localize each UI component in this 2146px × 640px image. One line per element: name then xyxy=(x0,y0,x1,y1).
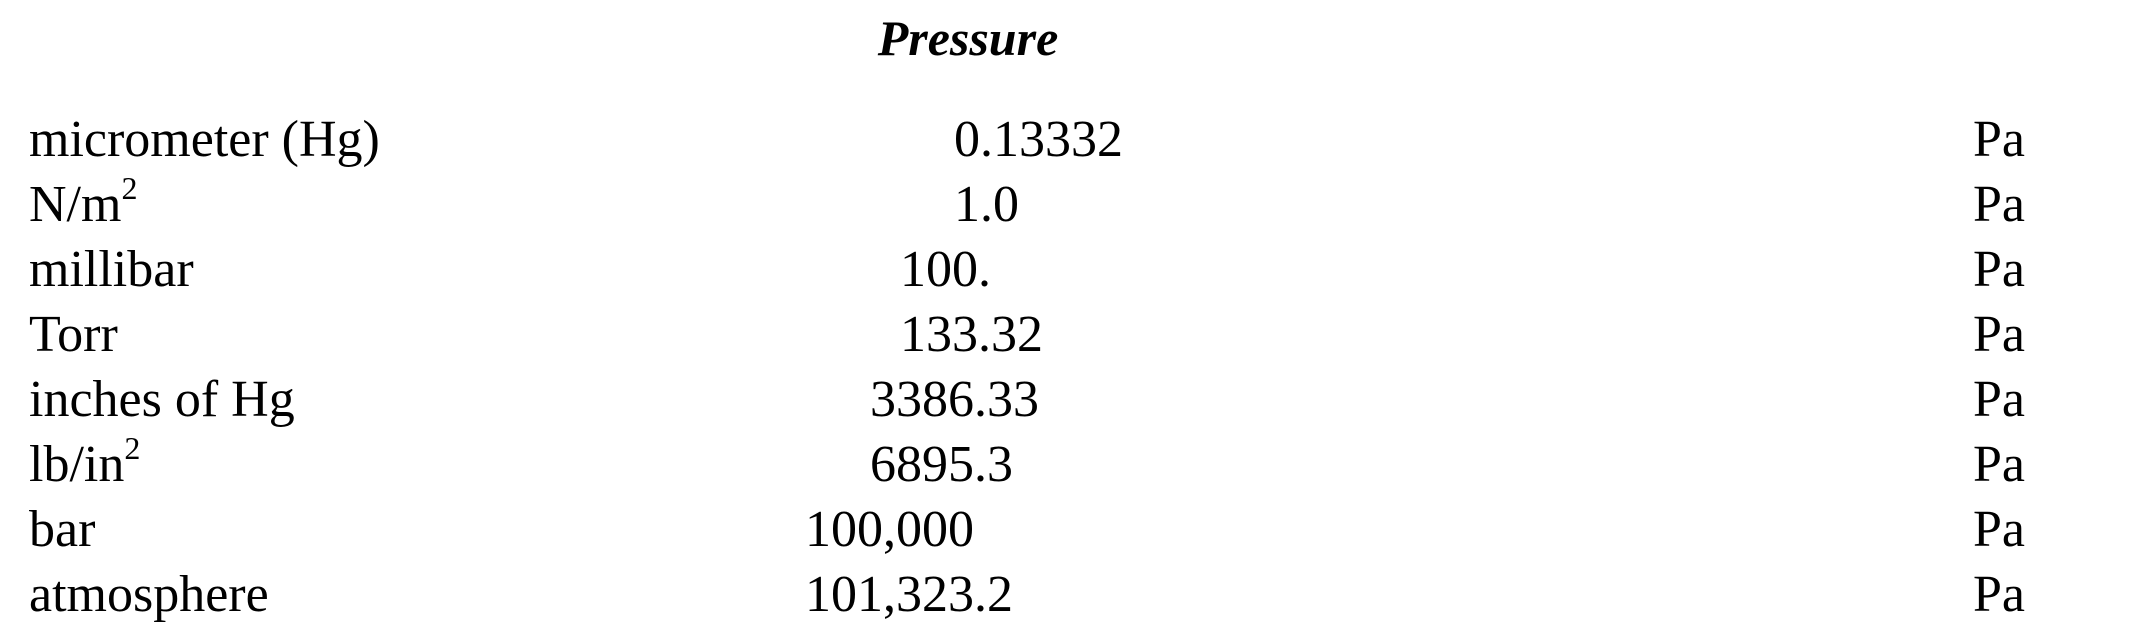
table-row: N/m2 1.0 Pa xyxy=(0,172,2146,237)
conversion-factor: 133.32 xyxy=(900,306,1043,363)
target-unit: Pa xyxy=(1973,176,2025,233)
unit-name: atmosphere xyxy=(29,566,269,623)
table-row: Torr 133.32 Pa xyxy=(0,302,2146,367)
target-unit: Pa xyxy=(1973,306,2025,363)
conversion-factor: 6895.3 xyxy=(870,436,1013,493)
target-unit: Pa xyxy=(1973,566,2025,623)
conversion-factor: 100,000 xyxy=(805,501,974,558)
unit-name: lb/in2 xyxy=(29,430,141,493)
target-unit: Pa xyxy=(1973,436,2025,493)
table-row: atmosphere 101,323.2 Pa xyxy=(0,562,2146,627)
table-row: bar 100,000 Pa xyxy=(0,497,2146,562)
unit-name: N/m2 xyxy=(29,170,138,233)
table-row: millibar 100. Pa xyxy=(0,237,2146,302)
target-unit: Pa xyxy=(1973,371,2025,428)
conversion-factor: 0.13332 xyxy=(954,111,1123,168)
target-unit: Pa xyxy=(1973,501,2025,558)
conversion-factor: 100. xyxy=(900,241,991,298)
table-row: inches of Hg 3386.33 Pa xyxy=(0,367,2146,432)
table-row: micrometer (Hg) 0.13332 Pa xyxy=(0,107,2146,172)
unit-name: bar xyxy=(29,501,96,558)
unit-name: micrometer (Hg) xyxy=(29,111,380,168)
page-title: Pressure xyxy=(877,10,1059,66)
pressure-conversion-table: micrometer (Hg) 0.13332 Pa N/m2 1.0 Pa m… xyxy=(0,107,2146,627)
conversion-factor: 3386.33 xyxy=(870,371,1039,428)
conversion-factor: 1.0 xyxy=(954,176,1019,233)
target-unit: Pa xyxy=(1973,241,2025,298)
conversion-factor: 101,323.2 xyxy=(805,566,1013,623)
target-unit: Pa xyxy=(1973,111,2025,168)
table-row: lb/in2 6895.3 Pa xyxy=(0,432,2146,497)
unit-name: millibar xyxy=(29,241,194,298)
unit-name: Torr xyxy=(29,306,118,363)
unit-name: inches of Hg xyxy=(29,371,295,428)
